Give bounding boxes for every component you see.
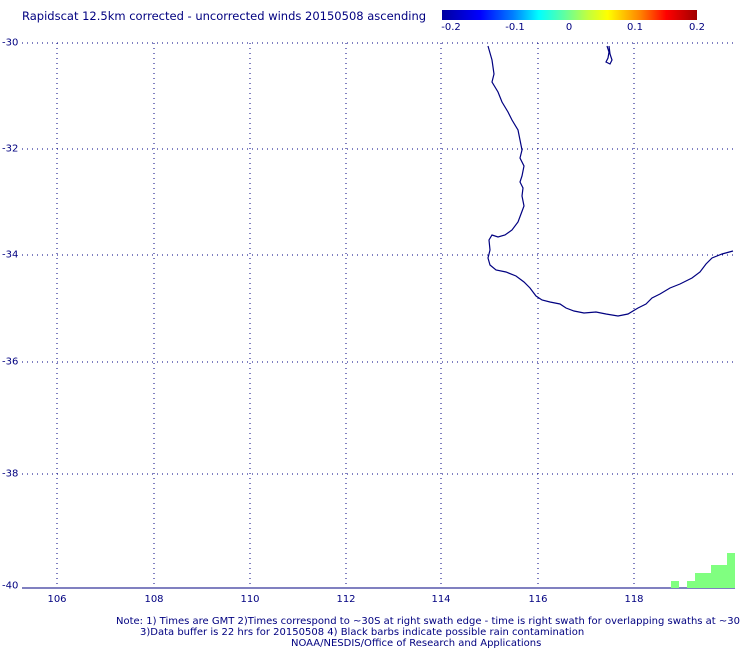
lat-grid — [22, 42, 735, 475]
coastline-sw-australia — [487, 45, 734, 317]
wind-cell — [711, 565, 719, 588]
colorbar-label: 0.2 — [689, 22, 705, 33]
colorbar-label: 0 — [565, 22, 573, 33]
lon-grid — [56, 43, 635, 588]
lon-label: 116 — [528, 594, 548, 605]
lon-label: 114 — [431, 594, 451, 605]
wind-cell — [727, 553, 735, 588]
lat-label: -38 — [2, 468, 19, 480]
wind-cell — [687, 581, 695, 588]
note-line-2: 3)Data buffer is 22 hrs for 20150508 4) … — [140, 627, 585, 638]
wind-cell — [703, 573, 711, 588]
color-scale-bar — [442, 10, 697, 20]
lon-label: 110 — [240, 594, 260, 605]
lat-label: -30 — [2, 37, 19, 49]
note-line-3: NOAA/NESDIS/Office of Research and Appli… — [291, 638, 542, 649]
colorbar-label: 0.1 — [627, 22, 643, 33]
lat-label: -34 — [2, 249, 19, 261]
wind-cell — [671, 581, 679, 588]
lat-label: -40 — [2, 580, 19, 592]
wind-difference-cells — [671, 553, 735, 588]
wind-cell — [719, 565, 727, 588]
note-line-1: Note: 1) Times are GMT 2)Times correspon… — [116, 616, 740, 627]
lon-label: 106 — [47, 594, 67, 605]
map-title: Rapidscat 12.5km corrected - uncorrected… — [22, 9, 427, 23]
lon-label: 108 — [144, 594, 164, 605]
lat-label: -32 — [2, 143, 19, 155]
lon-label: 112 — [336, 594, 356, 605]
lat-label: -36 — [2, 356, 19, 368]
colorbar-label: -0.1 — [505, 22, 525, 33]
wind-cell — [695, 573, 703, 588]
coastline-island — [605, 45, 613, 65]
colorbar-label: -0.2 — [441, 22, 461, 33]
lon-label: 118 — [624, 594, 644, 605]
